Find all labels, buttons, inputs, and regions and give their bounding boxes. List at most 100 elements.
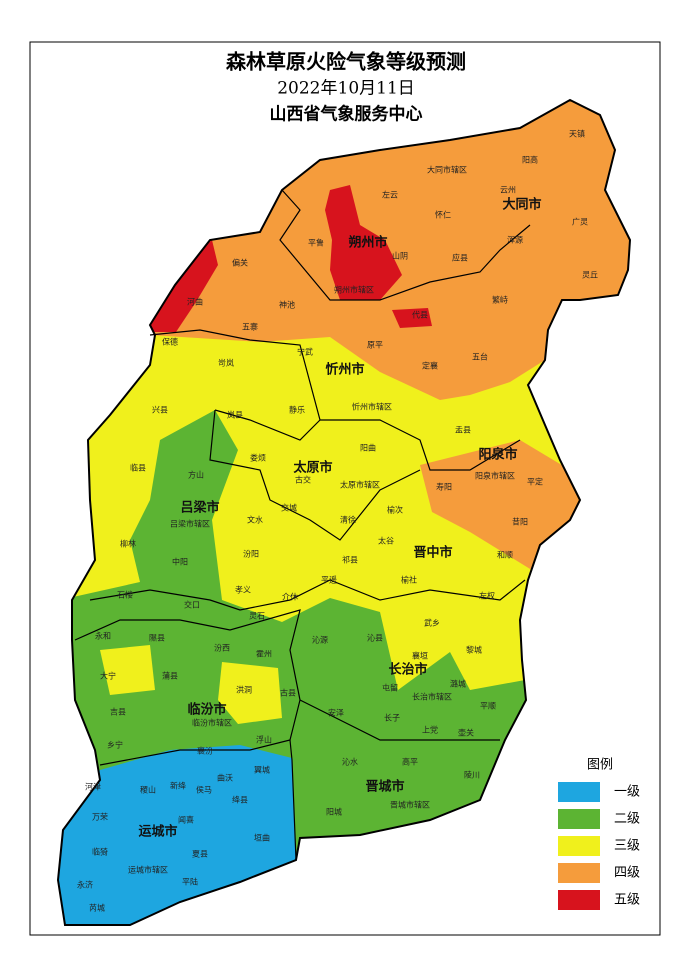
county-label: 曲沃 bbox=[217, 773, 233, 783]
county-label: 太原市辖区 bbox=[340, 480, 380, 490]
county-label: 和顺 bbox=[497, 551, 513, 560]
county-label: 左云 bbox=[382, 190, 398, 200]
legend-label: 三级 bbox=[614, 839, 640, 854]
county-label: 石楼 bbox=[117, 590, 133, 600]
county-label: 古交 bbox=[295, 475, 311, 485]
frame bbox=[29, 41, 661, 936]
title: 森林草原火险气象等级预测 bbox=[226, 50, 466, 74]
county-label: 古县 bbox=[280, 688, 296, 698]
county-label: 保德 bbox=[162, 337, 178, 347]
legend-label: 二级 bbox=[614, 812, 640, 827]
county-label: 长治市辖区 bbox=[412, 692, 452, 702]
county-label: 芮城 bbox=[89, 903, 105, 913]
county-label: 五寨 bbox=[242, 322, 258, 332]
county-label: 乡宁 bbox=[107, 740, 123, 750]
county-label: 汾阳 bbox=[243, 549, 259, 559]
county-label: 榆社 bbox=[401, 575, 417, 585]
county-label: 沁源 bbox=[312, 635, 328, 645]
county-label: 襄汾 bbox=[197, 746, 213, 756]
county-label: 孝义 bbox=[235, 586, 251, 595]
county-label: 垣曲 bbox=[254, 833, 270, 843]
city-label: 晋中市 bbox=[413, 545, 452, 561]
city-label: 运城市 bbox=[138, 824, 177, 840]
county-label: 稷山 bbox=[140, 785, 156, 795]
legend-label: 四级 bbox=[614, 866, 640, 881]
county-label: 大同市辖区 bbox=[427, 165, 467, 175]
county-label: 临猗 bbox=[92, 847, 108, 857]
county-label: 浑源 bbox=[507, 236, 523, 245]
county-label: 壶关 bbox=[458, 728, 474, 738]
county-label: 沁县 bbox=[367, 633, 383, 643]
county-label: 晋城市辖区 bbox=[390, 800, 430, 810]
county-label: 清徐 bbox=[340, 515, 356, 525]
county-label: 娄烦 bbox=[250, 453, 266, 463]
county-label: 屯留 bbox=[382, 683, 398, 693]
county-label: 山阴 bbox=[392, 251, 408, 261]
county-label: 汾西 bbox=[214, 643, 230, 653]
county-label: 隰县 bbox=[149, 633, 165, 643]
legend-swatch bbox=[558, 836, 600, 856]
county-label: 武乡 bbox=[424, 618, 440, 628]
county-label: 寿阳 bbox=[436, 482, 452, 492]
county-label: 侯马 bbox=[196, 786, 212, 795]
county-label: 平陆 bbox=[182, 877, 198, 887]
county-label: 永济 bbox=[77, 880, 93, 890]
county-label: 宁武 bbox=[297, 347, 313, 357]
zone-level3 bbox=[100, 645, 155, 695]
county-label: 平定 bbox=[527, 477, 543, 487]
county-label: 夏县 bbox=[192, 850, 208, 859]
county-label: 吕梁市辖区 bbox=[170, 519, 210, 529]
legend-box bbox=[554, 754, 652, 916]
legend-title: 图例 bbox=[587, 758, 613, 773]
zone-level1 bbox=[58, 745, 296, 925]
county-label: 昔阳 bbox=[512, 518, 528, 527]
county-label: 临县 bbox=[130, 463, 146, 473]
county-label: 阳城 bbox=[326, 808, 342, 817]
county-label: 兴县 bbox=[152, 406, 168, 415]
zone-level3 bbox=[218, 662, 282, 724]
county-label: 襄垣 bbox=[412, 651, 428, 661]
county-label: 榆次 bbox=[387, 505, 403, 515]
county-label: 闻喜 bbox=[178, 815, 194, 825]
zone-level5 bbox=[148, 240, 218, 332]
county-label: 灵石 bbox=[249, 612, 265, 621]
county-label: 洪洞 bbox=[236, 685, 252, 695]
county-label: 天镇 bbox=[569, 129, 585, 139]
county-label: 翼城 bbox=[254, 766, 270, 775]
county-label: 中阳 bbox=[172, 557, 188, 567]
city-label: 阳泉市 bbox=[478, 447, 517, 463]
city-label: 太原市 bbox=[292, 460, 332, 476]
county-label: 偏关 bbox=[232, 258, 248, 268]
county-label: 长子 bbox=[384, 713, 400, 723]
legend-swatch bbox=[558, 782, 600, 802]
legend-label: 五级 bbox=[614, 893, 640, 908]
issuer: 山西省气象服务中心 bbox=[270, 104, 423, 125]
legend-swatch bbox=[558, 863, 600, 883]
county-label: 霍州 bbox=[256, 650, 272, 659]
county-label: 定襄 bbox=[422, 361, 438, 371]
county-label: 岢岚 bbox=[218, 359, 234, 368]
city-label: 忻州市 bbox=[325, 362, 364, 378]
city-label: 临汾市 bbox=[187, 702, 226, 718]
county-label: 灵丘 bbox=[582, 271, 598, 280]
legend-swatch bbox=[558, 890, 600, 910]
county-label: 五台 bbox=[472, 352, 488, 362]
county-label: 安泽 bbox=[328, 708, 344, 718]
county-label: 阳泉市辖区 bbox=[475, 471, 515, 481]
county-label: 忻州市辖区 bbox=[352, 402, 392, 412]
county-label: 云州 bbox=[500, 186, 516, 195]
county-label: 怀仁 bbox=[435, 210, 451, 220]
legend-swatch bbox=[558, 809, 600, 829]
county-label: 原平 bbox=[367, 341, 383, 350]
prefecture-boundaries bbox=[74, 189, 531, 861]
county-label: 介休 bbox=[282, 592, 298, 602]
county-label: 文水 bbox=[247, 515, 263, 525]
county-label: 平鲁 bbox=[308, 238, 324, 248]
county-label: 左权 bbox=[479, 591, 495, 601]
county-label: 柳林 bbox=[120, 539, 136, 549]
county-label: 永和 bbox=[95, 631, 111, 641]
county-label: 应县 bbox=[452, 253, 468, 263]
